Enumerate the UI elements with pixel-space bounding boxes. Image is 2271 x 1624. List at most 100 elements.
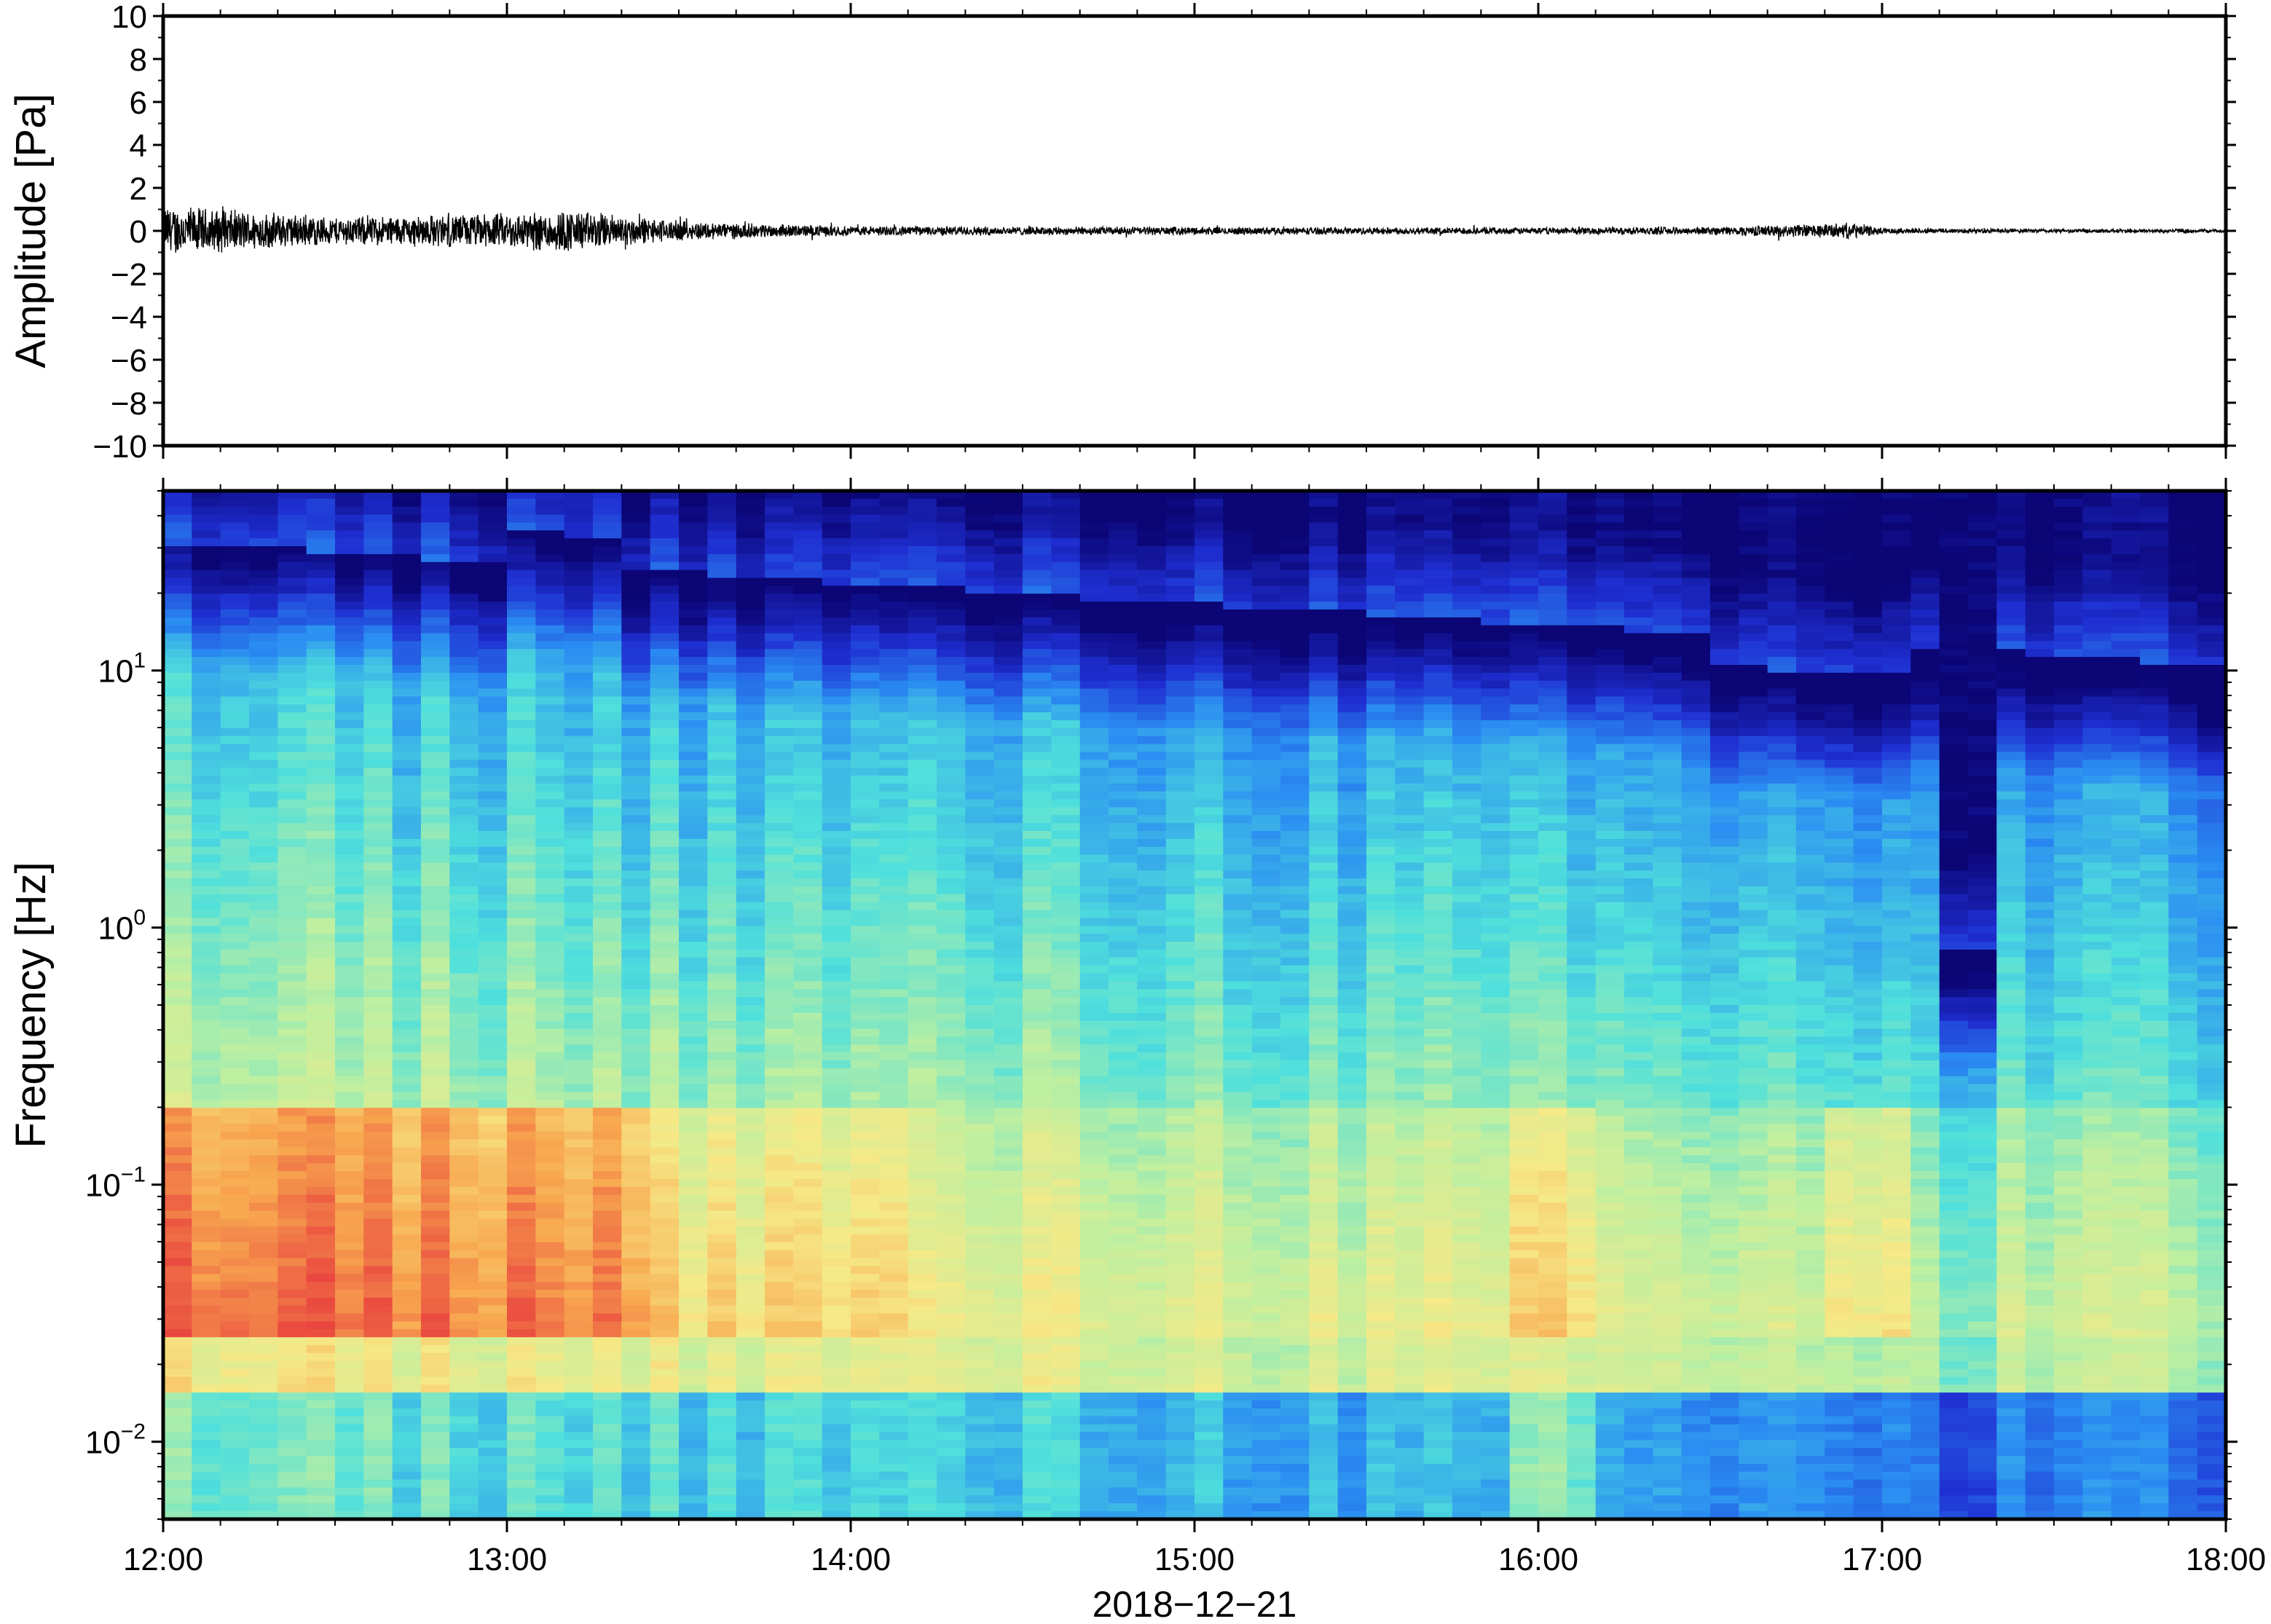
spectrogram-cell — [621, 1100, 651, 1108]
spectrogram-cell — [851, 696, 881, 706]
spectrogram-cell — [707, 902, 737, 911]
spectrogram-cell — [507, 1092, 537, 1101]
spectrogram-cell — [363, 894, 393, 903]
spectrogram-cell — [392, 1036, 422, 1046]
spectrogram-cell — [220, 491, 250, 500]
spectrogram-cell — [736, 1266, 765, 1275]
spectrogram-cell — [793, 783, 823, 792]
spectrogram-cell — [306, 1092, 336, 1101]
spectrogram-cell — [363, 807, 393, 816]
spectrogram-cell — [1137, 1123, 1167, 1132]
spectrogram-cell — [507, 522, 537, 532]
spectrogram-cell — [707, 973, 737, 982]
spectrogram-cell — [1051, 1400, 1081, 1409]
spectrogram-cell — [192, 942, 221, 950]
spectrogram-cell — [1223, 530, 1253, 539]
spectrogram-cell — [249, 594, 279, 602]
spectrogram-cell — [765, 1068, 795, 1077]
spectrogram-cell — [192, 1266, 221, 1275]
spectrogram-cell — [621, 950, 651, 958]
spectrogram-cell — [908, 1194, 937, 1204]
spectrogram-cell — [993, 1305, 1023, 1314]
spectrogram-cell — [851, 594, 881, 602]
spectrogram-cell — [822, 831, 851, 840]
spectrogram-cell — [851, 831, 881, 840]
spectrogram-cell — [1051, 1186, 1081, 1196]
spectrogram-cell — [535, 783, 565, 792]
spectrogram-cell — [163, 1020, 193, 1030]
spectrogram-cell — [765, 1487, 795, 1497]
spectrogram-cell — [220, 522, 250, 532]
spectrogram-cell — [965, 910, 995, 919]
spectrogram-cell — [937, 950, 967, 958]
spectrogram-cell — [564, 1210, 594, 1220]
spectrogram-cell — [192, 1076, 221, 1085]
spectrogram-cell — [564, 1329, 594, 1338]
spectrogram-cell — [335, 1392, 365, 1401]
spectrogram-cell — [1079, 1495, 1109, 1505]
spectrogram-cell — [793, 1464, 823, 1473]
spectrogram-cell — [621, 1052, 651, 1061]
spectrogram-cell — [421, 1139, 451, 1148]
spectrogram-cell — [163, 1297, 193, 1306]
spectrogram-cell — [1023, 736, 1052, 745]
spectrogram-cell — [1194, 862, 1224, 872]
spectrogram-cell — [793, 823, 823, 832]
spectrogram-cell — [993, 831, 1023, 840]
spectrogram-cell — [478, 1084, 508, 1093]
spectrogram-cell — [1023, 1068, 1052, 1077]
spectrogram-cell — [335, 1282, 365, 1290]
spectrogram-cell — [650, 1155, 680, 1164]
spectrogram-cell — [621, 902, 651, 911]
spectrogram-cell — [507, 1036, 537, 1046]
spectrogram-cell — [593, 1139, 623, 1148]
spectrogram-cell — [650, 807, 680, 816]
spectrogram-cell — [1109, 491, 1138, 500]
spectrogram-cell — [392, 1329, 422, 1338]
spectrogram-cell — [793, 815, 823, 824]
spectrogram-cell — [278, 1108, 307, 1116]
spectrogram-cell — [621, 1479, 651, 1489]
spectrogram-cell — [822, 1155, 851, 1164]
spectrogram-cell — [650, 831, 680, 840]
spectrogram-cell — [1079, 514, 1109, 524]
spectrogram-cell — [1194, 870, 1224, 880]
spectrogram-cell — [908, 720, 937, 729]
spectrogram-cell — [1109, 712, 1138, 721]
spectrogram-cell — [851, 942, 881, 950]
spectrogram-cell — [192, 934, 221, 942]
spectrogram-cell — [965, 1479, 995, 1489]
spectrogram-cell — [335, 649, 365, 658]
spectrogram-cell — [507, 1012, 537, 1022]
spectrogram-cell — [1051, 918, 1081, 927]
spectrogram-cell — [621, 1012, 651, 1022]
spectrogram-cell — [564, 1202, 594, 1212]
spectrogram-cell — [163, 1456, 193, 1465]
spectrogram-cell — [1051, 553, 1081, 563]
spectrogram-cell — [564, 1416, 594, 1425]
spectrogram-cell — [392, 878, 422, 887]
spectrogram-cell — [249, 1028, 279, 1038]
spectrogram-cell — [449, 712, 479, 721]
spectrogram-cell — [335, 1028, 365, 1038]
spectrogram-cell — [1109, 854, 1138, 864]
spectrogram-cell — [306, 657, 336, 666]
spectrogram-cell — [1051, 538, 1081, 547]
spectrogram-cell — [535, 894, 565, 903]
spectrogram-cell — [707, 957, 737, 966]
spectrogram-cell — [851, 1368, 881, 1378]
spectrogram-cell — [993, 1242, 1023, 1251]
spectrogram-cell — [163, 491, 193, 500]
spectrogram-cell — [593, 728, 623, 737]
spectrogram-cell — [249, 506, 279, 516]
spectrogram-cell — [765, 744, 795, 753]
spectrogram-cell — [822, 1044, 851, 1053]
spectrogram-cell — [793, 1384, 823, 1394]
spectrogram-cell — [507, 926, 537, 935]
spectrogram-cell — [1079, 728, 1109, 737]
spectrogram-cell — [421, 1131, 451, 1140]
spectrogram-cell — [1194, 625, 1224, 634]
spectrogram-cell — [593, 1392, 623, 1401]
spectrogram-cell — [650, 1100, 680, 1108]
spectrogram-cell — [535, 1337, 565, 1346]
